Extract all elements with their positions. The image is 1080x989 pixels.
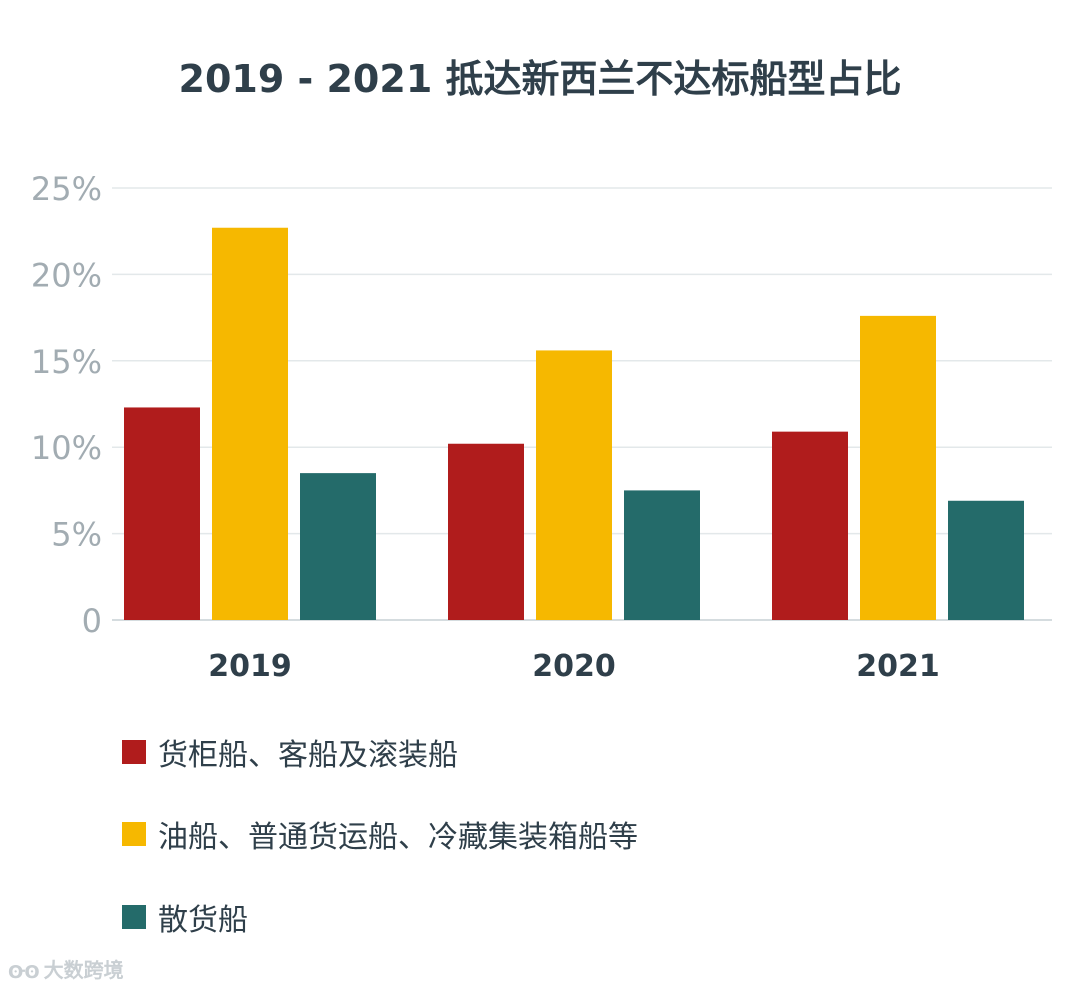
y-tick-label: 5% bbox=[51, 516, 102, 554]
bar-2019-series-0 bbox=[124, 407, 200, 620]
x-tick-label-2019: 2019 bbox=[208, 649, 292, 684]
legend-label-container-ro-ro: 货柜船、客船及滚装船 bbox=[158, 738, 458, 773]
y-tick-label: 25% bbox=[31, 170, 102, 208]
bar-chart: 0 5% 10% 15% 20% 25% 2019 2020 2021 bbox=[31, 170, 1052, 684]
watermark-text: 大数跨境 bbox=[43, 958, 124, 982]
x-axis-ticks: 2019 2020 2021 bbox=[208, 649, 940, 684]
y-tick-label: 15% bbox=[31, 343, 102, 381]
legend-item-container-ro-ro: 货柜船、客船及滚装船 bbox=[122, 730, 458, 774]
legend-item-tanker-general-reefer: 油船、普通货运船、冷藏集装箱船等 bbox=[122, 812, 638, 856]
bar-2020-series-1 bbox=[536, 350, 612, 620]
legend-swatch-bulk-carrier bbox=[122, 905, 146, 929]
bar-2019-series-2 bbox=[300, 473, 376, 620]
watermark: ʘ᠊ʘ 大数跨境 bbox=[8, 953, 124, 984]
bar-2021-series-2 bbox=[948, 500, 1024, 620]
legend-item-bulk-carrier: 散货船 bbox=[122, 895, 248, 939]
watermark-logo-icon: ʘ᠊ʘ bbox=[8, 962, 40, 983]
y-axis-ticks: 0 5% 10% 15% 20% 25% bbox=[31, 170, 102, 640]
legend-label-tanker-general-reefer: 油船、普通货运船、冷藏集装箱船等 bbox=[158, 820, 638, 855]
x-tick-label-2020: 2020 bbox=[532, 649, 616, 684]
legend-label-bulk-carrier: 散货船 bbox=[158, 903, 248, 938]
bar-2021-series-0 bbox=[772, 431, 848, 620]
y-tick-label: 10% bbox=[31, 429, 102, 467]
bar-2019-series-1 bbox=[212, 227, 288, 620]
y-tick-label: 0 bbox=[82, 602, 102, 640]
x-tick-label-2021: 2021 bbox=[856, 649, 940, 684]
bars bbox=[124, 227, 1024, 620]
legend-swatch-container-ro-ro bbox=[122, 740, 146, 764]
bar-2020-series-0 bbox=[448, 443, 524, 620]
y-tick-label: 20% bbox=[31, 256, 102, 294]
bar-2020-series-2 bbox=[624, 490, 700, 620]
legend-swatch-tanker-general-reefer bbox=[122, 822, 146, 846]
chart-title: 2019 - 2021 抵达新西兰不达标船型占比 bbox=[178, 57, 902, 101]
bar-2021-series-1 bbox=[860, 315, 936, 620]
